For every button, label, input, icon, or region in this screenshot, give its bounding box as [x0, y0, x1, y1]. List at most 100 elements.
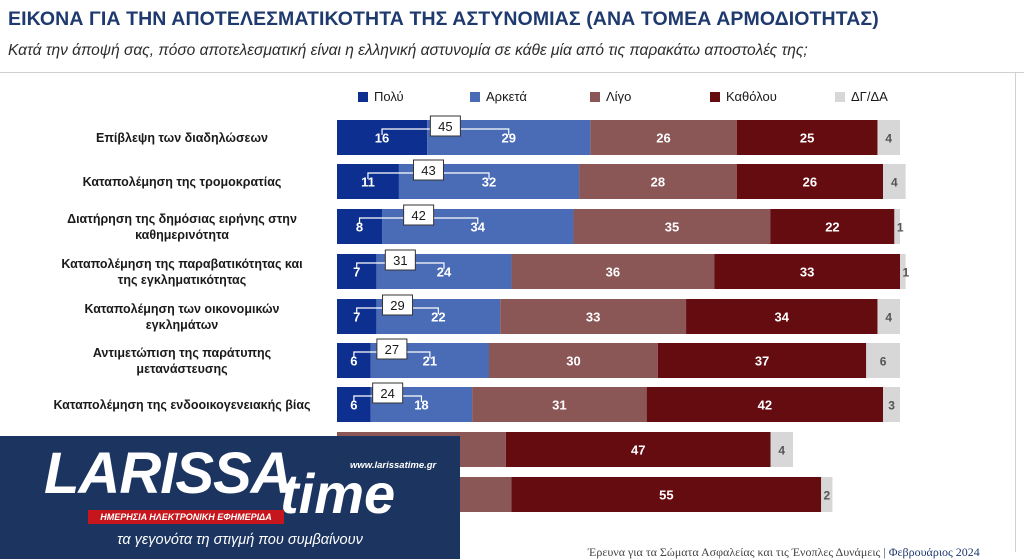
legend-label: Πολύ	[374, 89, 404, 104]
data-label: 11	[361, 175, 375, 190]
data-label: 21	[423, 354, 437, 369]
category-label-line: μετανάστευσης	[136, 361, 228, 376]
data-label: 25	[800, 131, 814, 146]
data-label: 3	[888, 399, 895, 413]
bar-segment	[883, 387, 900, 422]
data-label: 16	[375, 131, 389, 146]
chart-title: ΕΙΚΟΝΑ ΓΙΑ ΤΗΝ ΑΠΟΤΕΛΕΣΜΑΤΙΚΟΤΗΤΑ ΤΗΣ ΑΣ…	[8, 8, 879, 30]
data-label: 29	[501, 131, 515, 146]
data-label: 35	[665, 220, 679, 235]
data-label: 7	[353, 310, 360, 325]
data-label: 34	[471, 220, 486, 235]
data-label: 7	[353, 265, 360, 280]
category-label: Καταπολέμηση της παραβατικότητας και της …	[32, 256, 332, 288]
category-label-line: εγκλημάτων	[145, 317, 219, 332]
data-label: 2	[823, 489, 830, 503]
footer-text: Έρευνα για τα Σώματα Ασφαλείας και τις Έ…	[588, 545, 886, 559]
legend-swatch	[358, 91, 368, 102]
total-label: 42	[411, 208, 425, 223]
total-label: 29	[390, 298, 404, 313]
data-label: 33	[800, 265, 814, 280]
category-label-line: Καταπολέμηση της παραβατικότητας και	[61, 256, 303, 271]
bar-segment	[511, 477, 822, 512]
data-label: 1	[897, 221, 904, 235]
footer-month: Φεβρουάριος 2024	[888, 545, 980, 559]
category-label-line: Καταπολέμηση των οικονομικών	[84, 301, 280, 316]
bar-segment	[877, 120, 900, 155]
legend-swatch	[835, 91, 845, 102]
data-label: 30	[566, 354, 580, 369]
total-box	[376, 338, 408, 360]
legend-label: ΔΓ/ΔΑ	[851, 89, 888, 104]
bar-segment	[877, 299, 900, 334]
logo-slogan: τα γεγονότα τη στιγμή που συμβαίνουν	[117, 532, 363, 548]
total-box	[372, 382, 404, 404]
data-label: 18	[414, 398, 428, 413]
category-label-line: Καταπολέμηση της ενδοοικογενειακής βίας	[53, 397, 311, 412]
bar-segment	[337, 164, 399, 199]
bar-segment	[736, 120, 878, 155]
logo-url: www.larissatime.gr	[350, 460, 437, 471]
bar-segment	[337, 120, 428, 155]
data-label: 22	[431, 310, 445, 325]
legend: Πολύ Αρκετά Λίγο Καθόλου ΔΓ/ΔΑ	[0, 89, 1024, 107]
total-box	[412, 159, 444, 181]
category-label-line: Καταπολέμηση της τρομοκρατίας	[82, 174, 282, 189]
bar-segment	[337, 254, 377, 289]
legend-swatch	[470, 91, 480, 102]
data-label: 6	[350, 354, 357, 369]
bar-segment	[657, 343, 867, 378]
bar-segment	[900, 254, 906, 289]
category-label: Αντιμετώπιση της παράτυπης μετανάστευσης	[32, 345, 332, 377]
logo-brand-time: time	[280, 462, 396, 525]
total-box	[384, 249, 416, 271]
category-label: Επίβλεψη των διαδηλώσεων	[32, 130, 332, 146]
bar-segment	[883, 164, 906, 199]
total-label: 43	[421, 163, 435, 178]
bar-segment	[337, 387, 371, 422]
legend-label: Καθόλου	[726, 89, 777, 104]
data-label: 4	[885, 311, 892, 325]
data-label: 34	[775, 310, 790, 325]
bar-segment	[736, 164, 884, 199]
data-label: 31	[552, 398, 566, 413]
bar-segment	[500, 299, 687, 334]
logo-ribbon: ΗΜΕΡΗΣΙΑ ΗΛΕΚΤΡΟΝΙΚΗ ΕΦΗΜΕΡΙΔΑ	[88, 510, 284, 524]
legend-item-dg-da: ΔΓ/ΔΑ	[835, 89, 888, 104]
divider	[1015, 72, 1016, 552]
bar-segment	[337, 299, 377, 334]
logo-brand: LARISSA	[44, 441, 293, 506]
total-box	[403, 204, 435, 226]
legend-swatch	[710, 91, 720, 102]
data-label: 22	[825, 220, 839, 235]
bar-segment	[579, 164, 737, 199]
bar-segment	[866, 343, 900, 378]
legend-item-poly: Πολύ	[358, 89, 404, 104]
data-label: 4	[885, 132, 892, 146]
data-label: 55	[659, 488, 673, 503]
data-label: 1	[902, 266, 909, 280]
legend-item-ligo: Λίγο	[590, 89, 631, 104]
data-label: 6	[350, 398, 357, 413]
category-label-line: Αντιμετώπιση της παράτυπης	[92, 345, 272, 360]
data-label: 37	[755, 354, 769, 369]
category-label: Καταπολέμηση των οικονομικών εγκλημάτων	[32, 301, 332, 333]
bar-segment	[505, 432, 771, 467]
bar-segment	[821, 477, 833, 512]
legend-swatch	[590, 91, 600, 102]
category-label-line: της εγκληματικότητας	[117, 272, 247, 287]
bar-segment	[894, 209, 900, 244]
bar-segment	[590, 120, 737, 155]
category-label-line: καθημερινότητα	[135, 227, 229, 242]
total-label: 31	[393, 253, 407, 268]
bar-segment	[714, 254, 900, 289]
bar-segment	[686, 299, 878, 334]
bar-segment	[770, 209, 895, 244]
data-label: 36	[606, 265, 620, 280]
total-label: 45	[438, 119, 452, 134]
data-label: 42	[758, 398, 772, 413]
total-label: 24	[380, 386, 394, 401]
bar-segment	[573, 209, 771, 244]
bar-segment	[337, 209, 383, 244]
category-label-line: Επίβλεψη των διαδηλώσεων	[96, 130, 268, 145]
